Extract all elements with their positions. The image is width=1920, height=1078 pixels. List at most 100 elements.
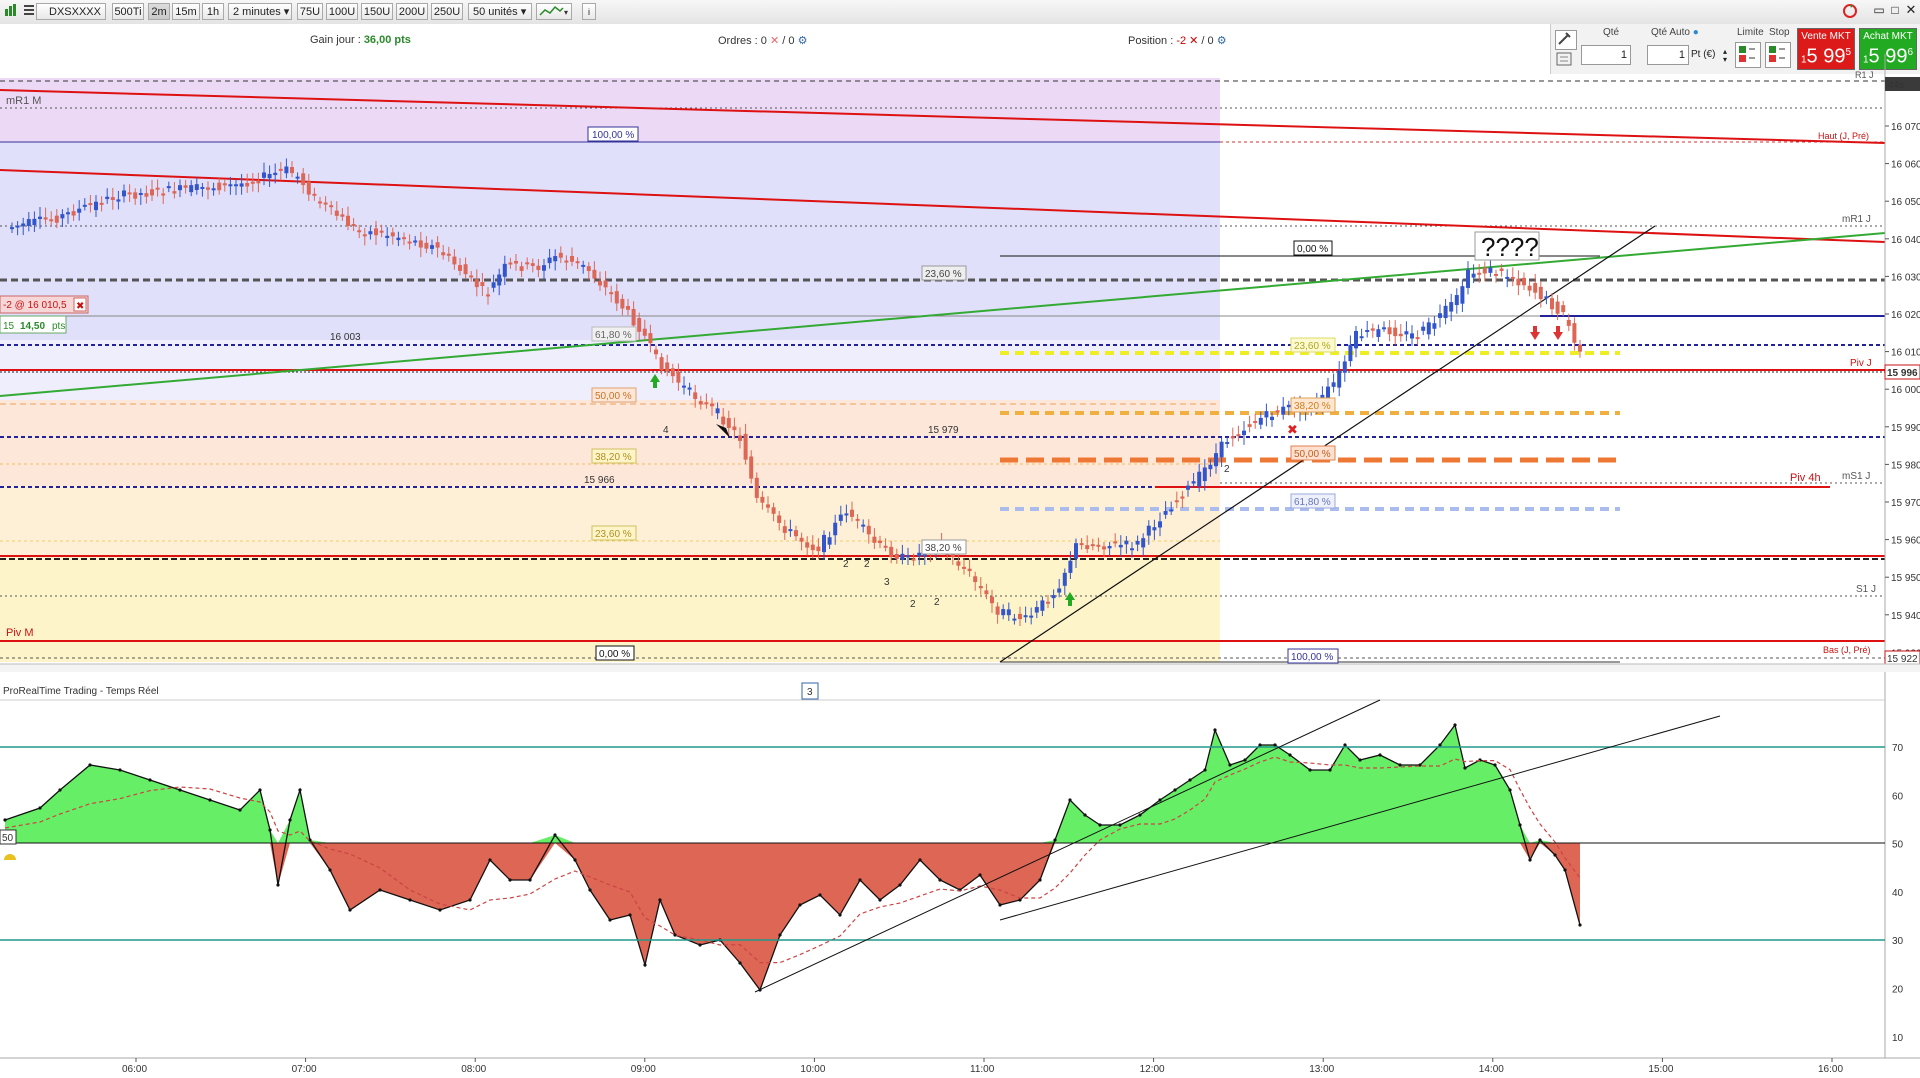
level-15966-label: 15 966 [584,475,615,486]
position-pts-unit: pts [52,321,65,332]
osc-tick: 30 [1892,936,1904,947]
price-tick: 16 040 [1891,235,1920,246]
units-label: 50 unités [473,6,518,18]
gear-icon[interactable]: ⚙ [1216,35,1227,47]
chart-icon[interactable] [4,3,18,20]
sell-price: 15 995 [1800,45,1852,68]
symbol-label: DXSXXXX [49,6,101,18]
minimize-icon[interactable]: ▭ [1873,3,1885,17]
fib-236b-label: 23,60 % [925,269,962,280]
r1j-label: R1 J [1855,70,1874,80]
time-tick: 13:00 [1309,1064,1334,1075]
svg-text:2: 2 [1224,464,1230,475]
stop-order-button[interactable] [1765,42,1791,68]
sell-market-button[interactable]: Vente MKT 15 995 [1797,28,1855,70]
green-trendline [0,232,1886,397]
symbol-select[interactable]: DXSXXXX ▾ [36,3,106,35]
limit-order-button[interactable] [1735,42,1761,68]
signal-markers: ✖ [650,326,1563,606]
level-16003-label: 16 003 [330,332,361,343]
fib-618-label: 61,80 % [595,330,632,341]
stepper-icon[interactable]: ▴ ▾ [1723,47,1728,64]
position-box[interactable]: -2 @ 16 010,5 ✖ 15 14,50 pts [0,295,89,334]
hamburger-icon[interactable] [22,3,36,20]
gear-icon[interactable]: ⚙ [797,35,808,47]
fib-0-label: 0,00 % [599,649,630,660]
info-bar: Gain jour : 36,00 pts Ordres : 0 ✕ / 0 ⚙… [0,24,1550,54]
period-select[interactable]: 2 minutes ▾ [228,3,292,20]
osc-ma-line [4,756,1581,964]
time-tick: 14:00 [1479,1064,1504,1075]
piv-m-label: Piv M [6,627,34,639]
maximize-icon[interactable]: □ [1891,3,1899,17]
time-tick: 10:00 [800,1064,825,1075]
annotation-box[interactable] [1474,231,1540,261]
close-icon[interactable]: ✕ [1905,2,1917,17]
zone-yellow [0,556,1220,662]
osc-tick: 10 [1892,1033,1904,1044]
area-chart-icon: ▾ [539,5,568,17]
units-250-button[interactable]: 250U [431,3,463,20]
pt-unit-label: Pt (€) [1691,49,1716,60]
price-axis: 16 070 16 060 16 050 16 040 16 030 16 020 16 0… [1885,122,1920,659]
time-tick: 09:00 [631,1064,656,1075]
tf-1h-button[interactable]: 1h [202,3,224,20]
price-tick: 16 060 [1891,160,1920,171]
osc-tick: 70 [1892,743,1904,754]
chart-style-select[interactable]: ▾ [536,3,572,20]
bas-label: Bas (J, Pré) [1823,645,1871,655]
cancel-orders-icon[interactable]: ✕ [769,35,780,47]
osc-trendline-1 [754,699,1381,993]
price-chart[interactable]: ???? ✖ 4 2 2 3 2 2 2 100,00 % 61,80 % 50… [0,54,1920,1078]
units-100-button[interactable]: 100U [326,3,358,20]
cross-icon: ✖ [1287,422,1298,437]
close-position-icon[interactable]: ✕ [1189,35,1199,47]
osc-tick: 20 [1892,985,1904,996]
units-200-button[interactable]: 200U [396,3,428,20]
units-75-button[interactable]: 75U [297,3,323,20]
level-labels: mR1 M Piv M mR1 J Piv J mS1 J S1 J Piv 4… [6,70,1876,655]
piv-4h-label: Piv 4h [1790,472,1821,484]
tf-15m-button[interactable]: 15m [172,3,200,20]
buy-arrow-icon [1065,592,1075,606]
stop-label: Stop [1769,27,1790,38]
fib-382-label: 38,20 % [595,452,632,463]
qty-auto-input[interactable]: 1 [1647,45,1689,65]
orders-value: 0 [760,35,767,47]
indicator-title: ProRealTime Trading - Temps Réel [3,686,159,697]
indicator-badge[interactable] [801,682,819,700]
buy-arrow-icon [650,374,660,388]
candlesticks [10,158,1582,626]
sell-label: Vente MKT [1801,31,1851,42]
refresh-icon[interactable] [1840,3,1860,20]
svg-text:2: 2 [864,559,870,570]
fib-r-382-label: 38,20 % [1294,401,1331,412]
time-tick: 16:00 [1818,1064,1843,1075]
fib-100-label: 100,00 % [592,130,634,141]
dotted-levels [0,107,1885,597]
buy-market-button[interactable]: Achat MKT 15 996 [1859,28,1917,70]
qty-input[interactable]: 1 [1581,45,1631,65]
gain-value: 36,00 pts [363,34,411,46]
calculator-icon[interactable] [1555,52,1575,68]
low-price-label: 15 922 [1887,654,1918,665]
cursor-arrow-icon [716,424,730,438]
fib-r-236-label: 23,60 % [1294,341,1331,352]
ticks-button[interactable]: 500Ti [112,3,144,20]
price-tick: 16 020 [1891,310,1920,321]
alert-bell-icon[interactable] [4,854,16,860]
price-tick: 15 950 [1891,573,1920,584]
units-150-button[interactable]: 150U [361,3,393,20]
sell-arrow-icon [1553,326,1563,340]
mr1m-label: mR1 M [6,95,41,107]
info-icon[interactable]: i [582,3,596,20]
svg-text:3: 3 [884,577,890,588]
qty-label: Qté [1603,27,1620,38]
level-15979-label: 15 979 [928,425,959,436]
units-select[interactable]: 50 unités ▾ [468,3,532,20]
red-trendline-mid [0,169,1886,243]
osc-tick: 40 [1892,888,1904,899]
black-trendline [999,225,1656,663]
tf-2m-button[interactable]: 2m [148,3,170,20]
tools-icon[interactable] [1555,30,1577,50]
